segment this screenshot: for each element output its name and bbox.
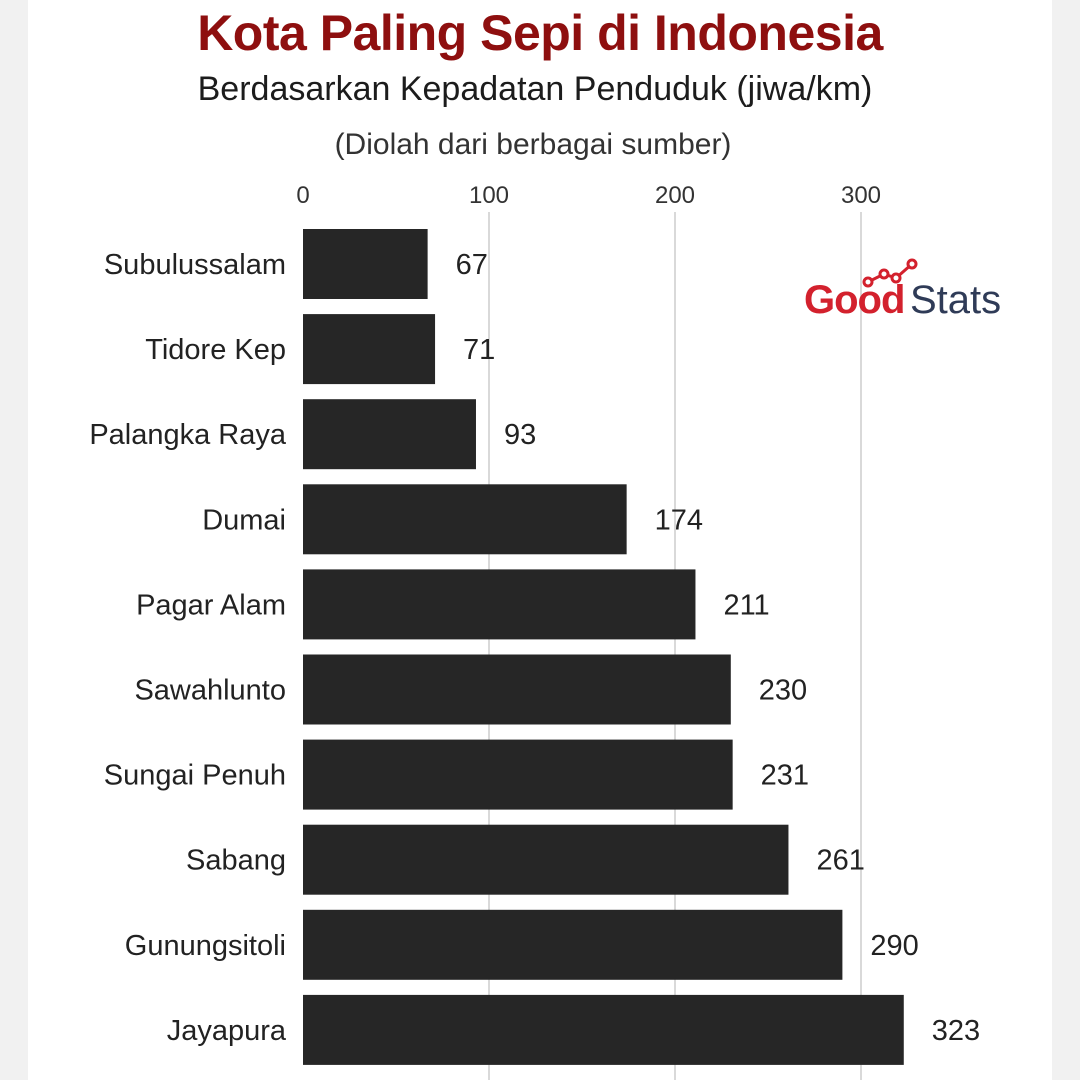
value-label: 230: [759, 675, 807, 707]
bar: [303, 739, 733, 810]
category-label: Tidore Kep: [145, 334, 286, 366]
bar: [303, 909, 843, 980]
category-label: Palangka Raya: [89, 419, 287, 451]
value-label: 93: [504, 419, 536, 451]
rising-line-chart-icon: [862, 258, 918, 288]
value-label: 261: [816, 845, 864, 877]
category-label: Sabang: [186, 845, 286, 877]
x-tick-label: 0: [296, 182, 309, 209]
chart-title: Kota Paling Sepi di Indonesia: [197, 5, 883, 61]
category-label: Sungai Penuh: [104, 760, 286, 792]
value-label: 290: [870, 930, 918, 962]
value-label: 174: [655, 504, 703, 536]
bar: [303, 314, 436, 385]
category-label: Dumai: [202, 504, 286, 536]
bar: [303, 654, 731, 725]
category-label: Subulussalam: [104, 249, 286, 281]
bar: [303, 569, 696, 640]
category-label: Gunungsitoli: [125, 930, 286, 962]
x-tick-label: 200: [655, 182, 695, 209]
logo-good-text: Good: [804, 278, 905, 322]
bar: [303, 994, 904, 1065]
value-label: 231: [761, 760, 809, 792]
value-label: 323: [932, 1015, 980, 1047]
category-label: Sawahlunto: [134, 675, 286, 707]
value-label: 211: [723, 589, 769, 621]
chart-subtitle: Berdasarkan Kepadatan Penduduk (jiwa/km): [197, 70, 873, 108]
x-tick-label: 100: [469, 182, 509, 209]
category-label: Pagar Alam: [136, 589, 286, 621]
bar: [303, 484, 627, 555]
value-label: 67: [456, 249, 488, 281]
category-label: Jayapura: [167, 1015, 287, 1047]
source-note: (Diolah dari berbagai sumber): [334, 128, 732, 161]
x-tick-label: 300: [841, 182, 881, 209]
bar: [303, 399, 476, 470]
bar: [303, 229, 428, 299]
logo-stats-text: Stats: [910, 278, 1002, 322]
bar: [303, 824, 789, 895]
goodstats-logo: Good Stats: [800, 258, 1020, 328]
value-label: 71: [463, 334, 495, 366]
